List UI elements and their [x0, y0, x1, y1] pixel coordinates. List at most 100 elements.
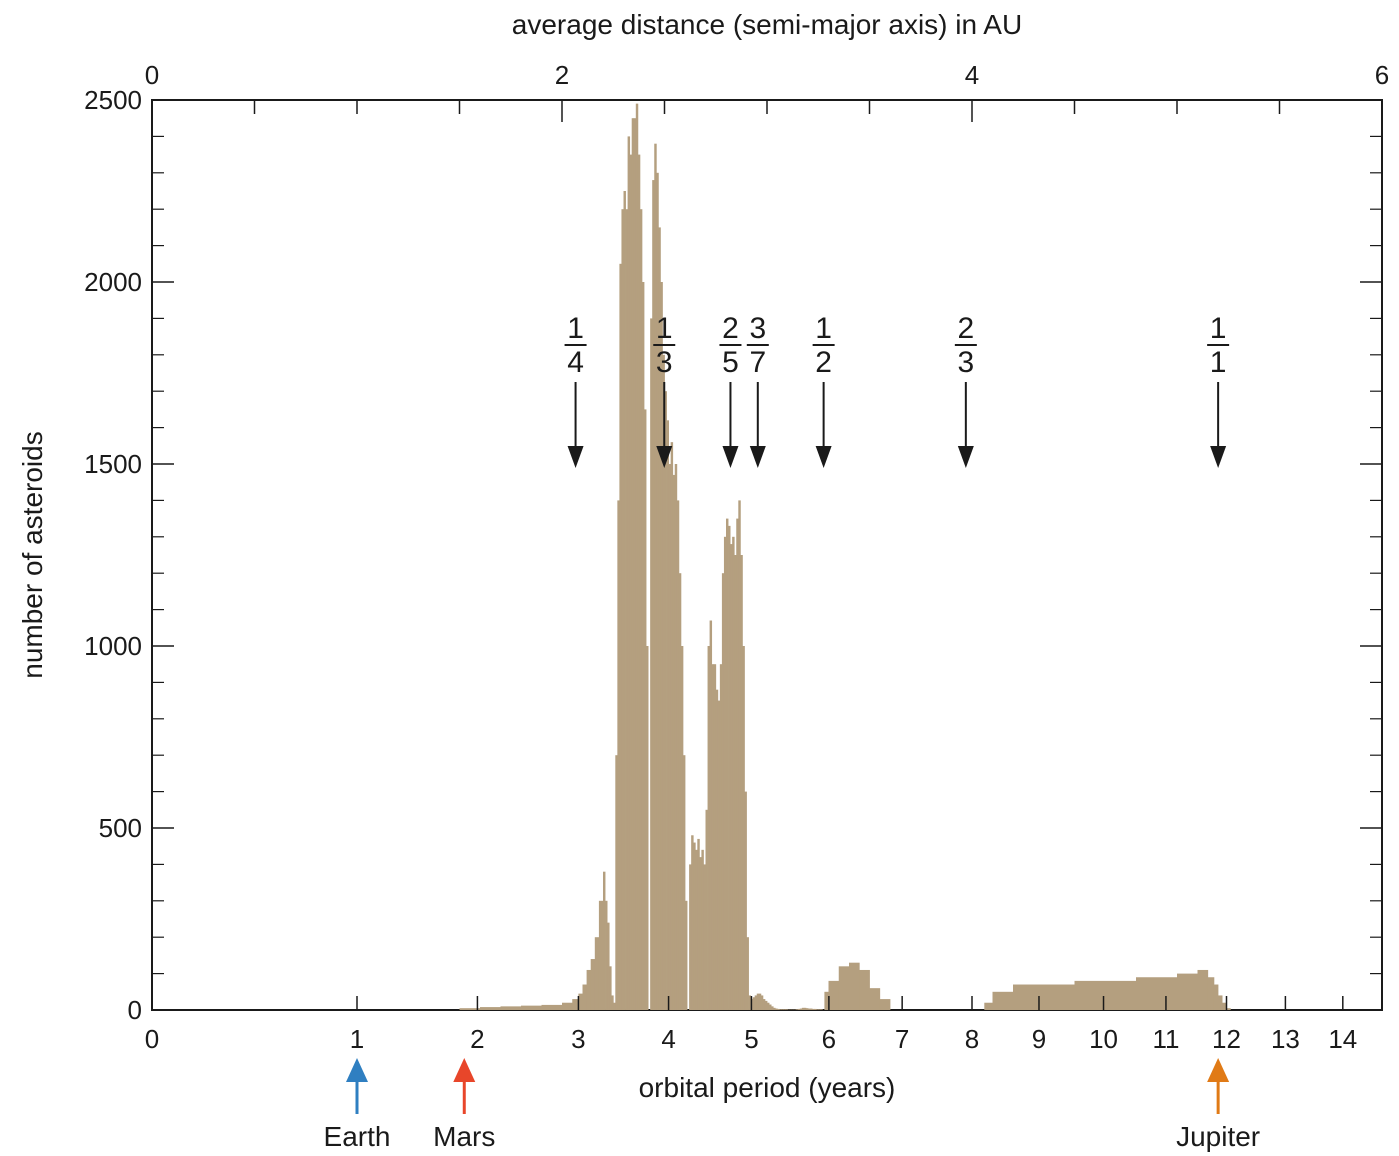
x-tick-label: 1 — [350, 1024, 364, 1054]
histogram-bar — [562, 1002, 573, 1010]
histogram-bar — [799, 1008, 803, 1010]
histogram-bar — [691, 835, 694, 1010]
histogram-bar — [521, 1005, 542, 1010]
x-tick-label: 2 — [470, 1024, 484, 1054]
resonance-denominator: 1 — [1210, 346, 1227, 379]
histogram-bar — [605, 900, 608, 1010]
resonance-denominator: 2 — [815, 346, 832, 379]
histogram-bar — [769, 1004, 772, 1010]
down-arrow-icon — [722, 446, 739, 468]
histogram-bar — [773, 1007, 776, 1010]
histogram-bar — [767, 1002, 770, 1010]
histogram-bar — [758, 993, 762, 1010]
histogram-bar — [646, 646, 649, 1010]
histogram-bar — [801, 1007, 805, 1010]
histogram-bar — [1213, 984, 1219, 1010]
planet-marker: Jupiter — [1176, 1058, 1260, 1152]
histogram-bar — [812, 1008, 815, 1010]
histogram-bar — [828, 980, 840, 1010]
y-tick-label: 2500 — [84, 85, 142, 115]
histogram-bar — [615, 755, 618, 1010]
resonance-marker: 25 — [719, 312, 742, 468]
histogram-bar — [586, 969, 592, 1010]
histogram-bar — [760, 995, 764, 1010]
resonance-numerator: 2 — [957, 312, 974, 345]
histogram-bar — [689, 864, 692, 1010]
histogram-bar — [629, 154, 633, 1011]
y-tick-label: 2000 — [84, 267, 142, 297]
resonance-denominator: 3 — [656, 346, 673, 379]
x-axis: 0 1 2 3 4 5 6 7 8 9 10 11 12 13 14 — [145, 996, 1357, 1054]
histogram-bar — [590, 959, 596, 1010]
histogram-bar — [621, 209, 624, 1010]
histogram-bar — [717, 700, 721, 1010]
histogram-bar — [756, 993, 760, 1010]
planet-label: Earth — [324, 1121, 391, 1152]
histogram-bar — [797, 1008, 801, 1010]
histogram-bar — [609, 966, 612, 1010]
resonance-marker: 12 — [812, 312, 835, 468]
histogram-bar — [603, 871, 606, 1010]
histogram-bar — [744, 791, 747, 1010]
resonance-denominator: 4 — [567, 346, 584, 379]
histogram-bar — [879, 999, 891, 1010]
histogram-bar — [721, 573, 725, 1010]
histogram-bar — [711, 664, 715, 1010]
x-tick-label: 8 — [965, 1024, 979, 1054]
histogram-bar — [1197, 969, 1209, 1010]
histogram-bar — [613, 1002, 616, 1010]
planet-marker: Earth — [324, 1058, 391, 1152]
histogram-bar — [650, 318, 653, 1010]
x-tick-label: 14 — [1328, 1024, 1357, 1054]
histogram-bar — [728, 525, 731, 1010]
x-tick-label: 5 — [744, 1024, 758, 1054]
resonance-numerator: 2 — [722, 312, 739, 345]
y-tick-label: 1000 — [84, 631, 142, 661]
histogram-bar — [660, 282, 663, 1010]
histogram-bar — [541, 1004, 563, 1010]
down-arrow-icon — [957, 446, 974, 468]
histogram-bar — [726, 518, 729, 1010]
y-tick-label: 0 — [128, 995, 142, 1025]
histogram-bar — [795, 1009, 799, 1010]
histogram-bar — [1218, 995, 1223, 1010]
resonance-marker: 23 — [954, 312, 977, 468]
histogram-bar — [699, 857, 702, 1010]
up-arrow-icon — [453, 1058, 476, 1082]
resonance-denominator: 3 — [957, 346, 974, 379]
histogram-bar — [703, 864, 706, 1010]
histogram-bar — [627, 136, 631, 1010]
top-tick-label: 0 — [145, 60, 159, 90]
x-tick-label: 4 — [661, 1024, 675, 1054]
histogram-bar — [607, 922, 610, 1010]
histogram-bar — [785, 1009, 788, 1010]
x-axis-title: orbital period (years) — [639, 1072, 896, 1103]
histogram-bar — [715, 689, 719, 1010]
down-arrow-icon — [656, 446, 673, 468]
histogram-bar — [824, 991, 829, 1010]
x-tick-label: 13 — [1271, 1024, 1300, 1054]
histogram-bar — [808, 1008, 811, 1010]
histogram-bar — [631, 118, 635, 1010]
down-arrow-icon — [749, 446, 766, 468]
histogram-bar — [748, 995, 751, 1010]
histogram-bar — [1177, 973, 1198, 1010]
histogram-bar — [594, 937, 600, 1010]
histogram-bar — [697, 838, 700, 1010]
histogram-bar — [713, 664, 717, 1010]
top-axis: 0 2 4 6 — [145, 60, 1389, 122]
histogram-bar — [736, 518, 739, 1010]
histogram-bar — [598, 900, 604, 1010]
histogram-bar — [752, 997, 756, 1010]
plot-frame — [151, 99, 1383, 1011]
planet-label: Mars — [433, 1121, 495, 1152]
histogram-bar — [723, 536, 727, 1010]
resonance-marker: 14 — [564, 312, 587, 468]
histogram-bar — [746, 937, 749, 1010]
top-tick-label: 4 — [965, 60, 979, 90]
histogram-bar — [818, 1009, 821, 1010]
x-tick-label: 7 — [895, 1024, 909, 1054]
histogram-bar — [849, 962, 860, 1010]
histogram-bar — [814, 1008, 817, 1010]
